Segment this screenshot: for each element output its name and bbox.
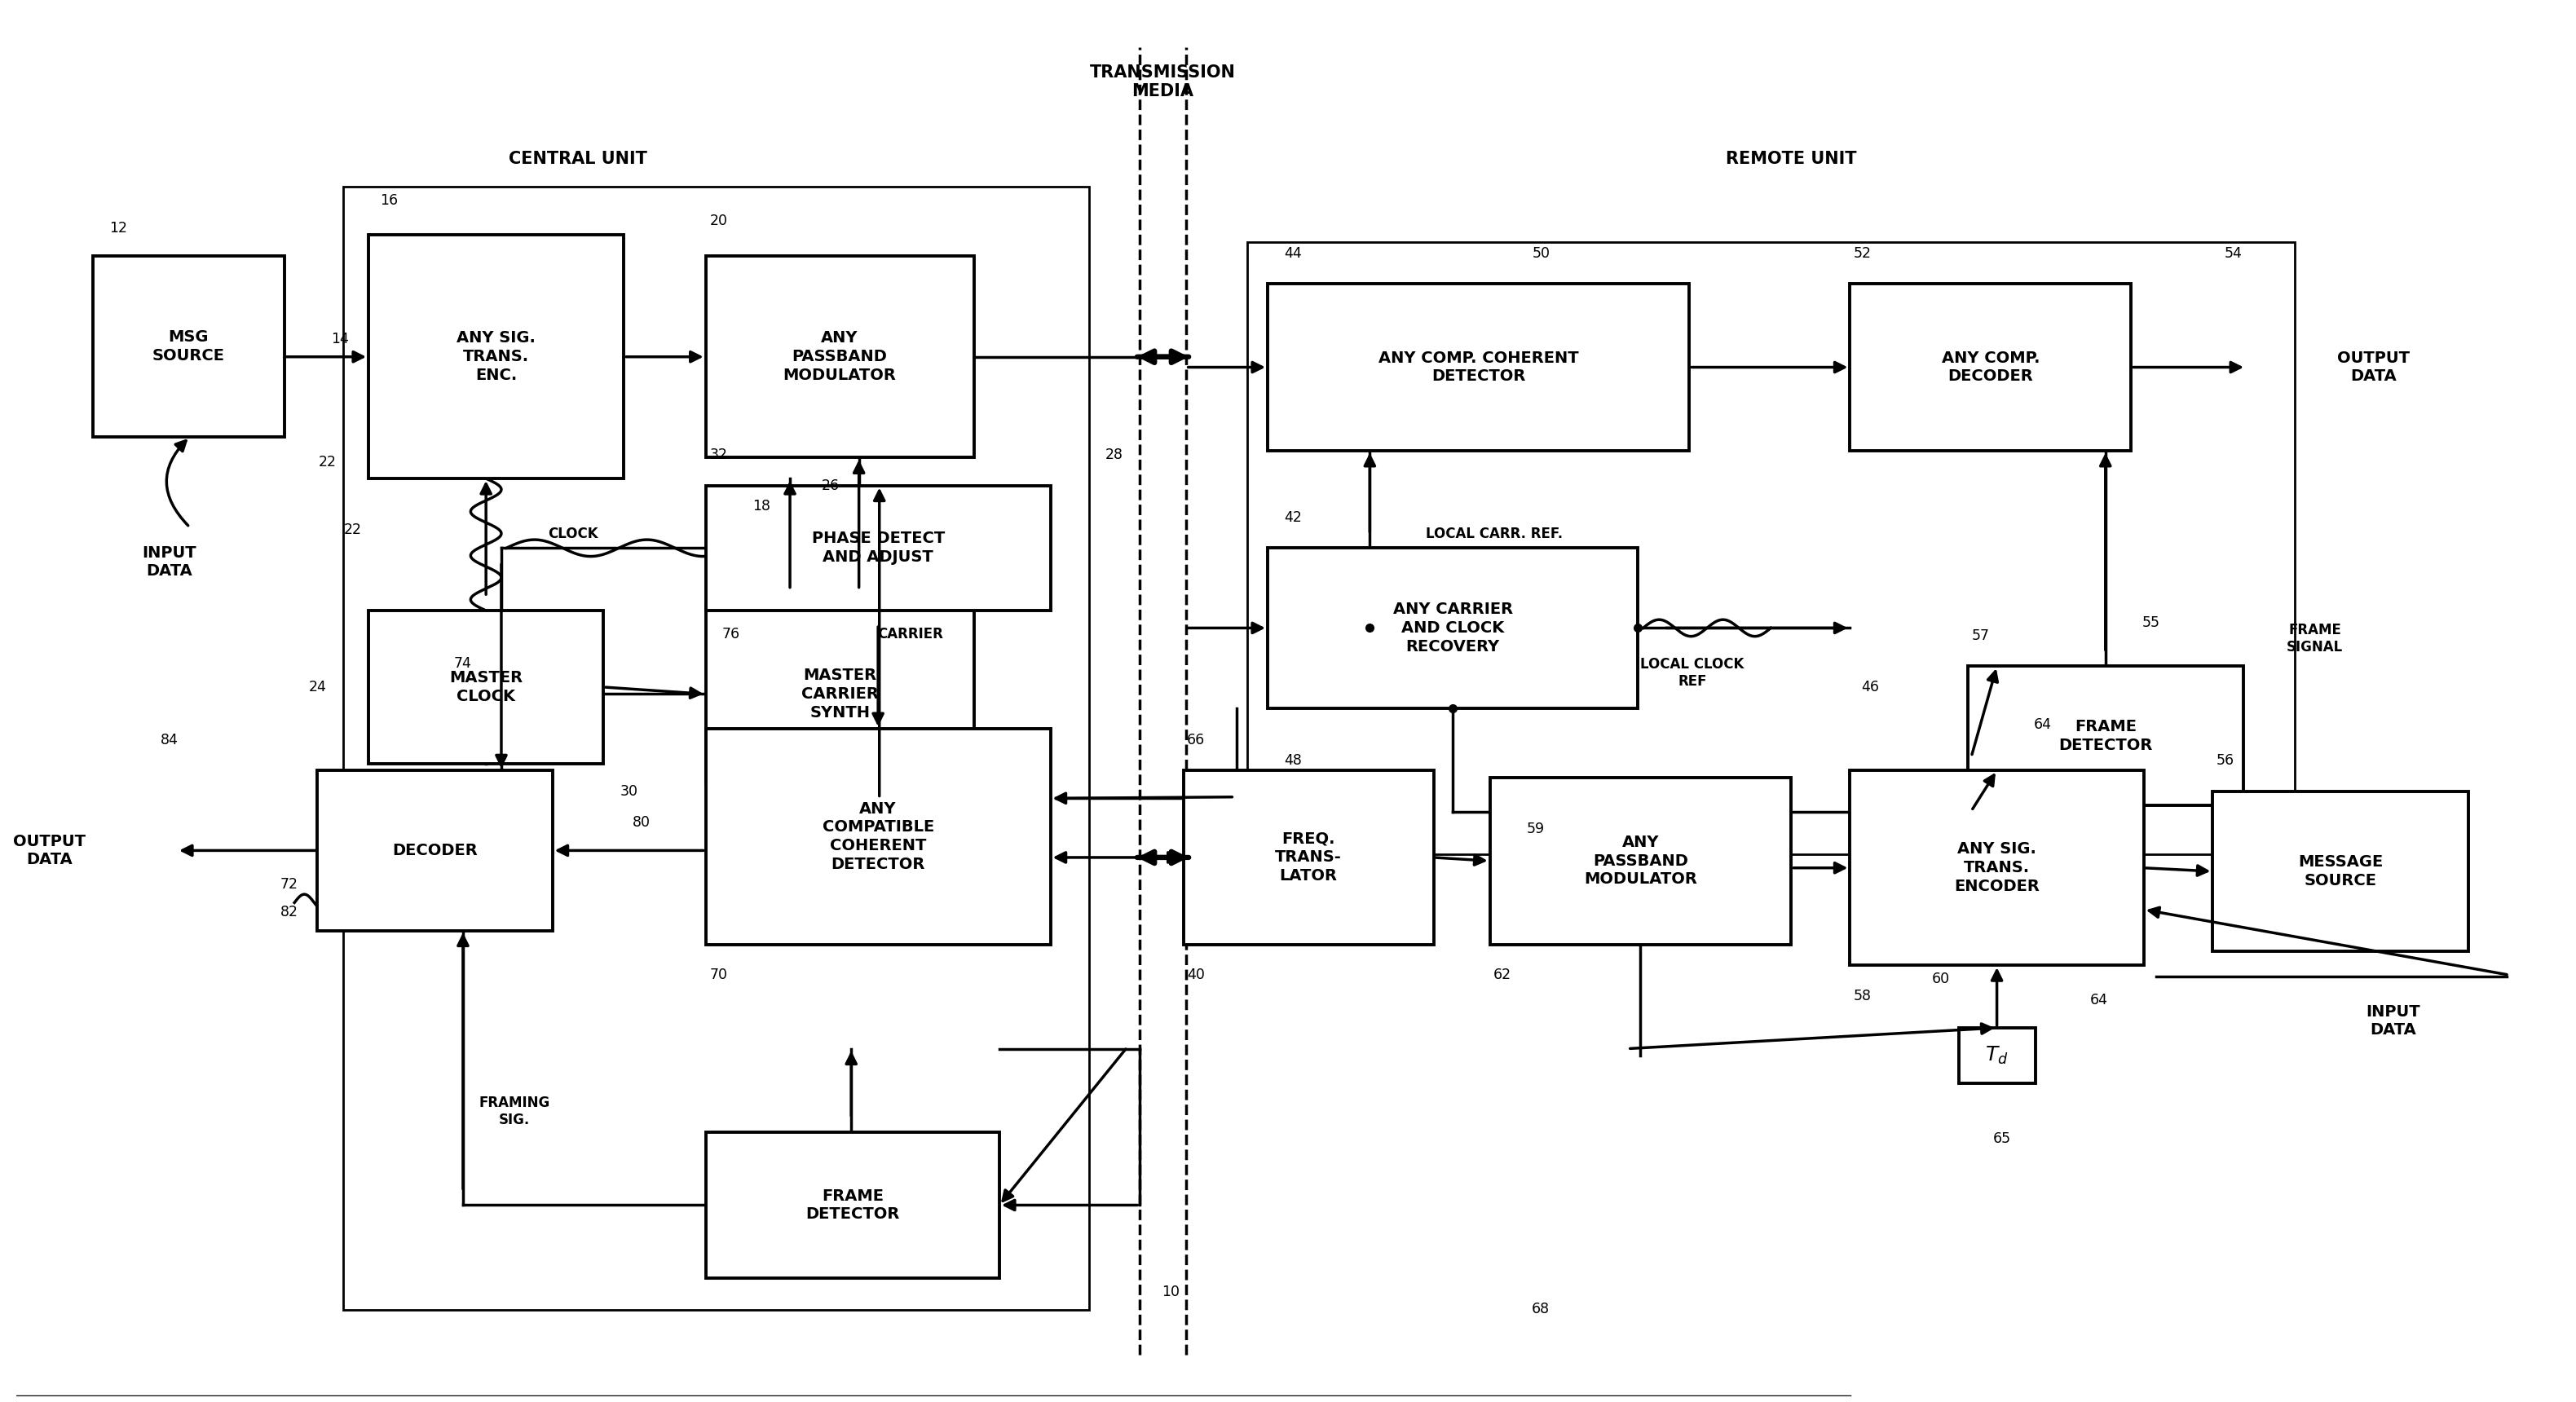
Text: ANY
PASSBAND
MODULATOR: ANY PASSBAND MODULATOR [783, 331, 896, 383]
Bar [706, 485, 1051, 611]
Text: 56: 56 [2215, 753, 2233, 768]
Text: 54: 54 [2223, 245, 2241, 261]
Text: 18: 18 [752, 499, 770, 513]
Text: 76: 76 [721, 627, 739, 642]
Bar [1850, 283, 2130, 450]
Text: MASTER
CARRIER
SYNTH: MASTER CARRIER SYNTH [801, 667, 878, 721]
Text: ANY COMP. COHERENT
DETECTOR: ANY COMP. COHERENT DETECTOR [1378, 350, 1579, 384]
Text: DECODER: DECODER [392, 843, 477, 858]
Text: FRAMING
SIG.: FRAMING SIG. [479, 1095, 549, 1127]
Text: 32: 32 [708, 447, 726, 463]
Text: MESSAGE
SOURCE: MESSAGE SOURCE [2298, 854, 2383, 889]
Text: MASTER
CLOCK: MASTER CLOCK [448, 670, 523, 704]
Bar [706, 729, 1051, 945]
Text: 26: 26 [822, 478, 840, 492]
Bar [1958, 1028, 2035, 1084]
Bar [706, 257, 974, 457]
Text: 52: 52 [1855, 245, 1873, 261]
Text: 30: 30 [621, 784, 639, 799]
Text: 46: 46 [1862, 680, 1880, 694]
Text: 40: 40 [1188, 967, 1206, 983]
Text: FRAME
DETECTOR: FRAME DETECTOR [806, 1187, 899, 1223]
Bar [706, 1131, 999, 1279]
Text: ANY COMP.
DECODER: ANY COMP. DECODER [1942, 350, 2040, 384]
Bar [368, 236, 623, 478]
Text: 60: 60 [1932, 972, 1950, 987]
Text: 14: 14 [332, 332, 350, 346]
Text: PHASE DETECT
AND ADJUST: PHASE DETECT AND ADJUST [811, 531, 945, 565]
Text: CARRIER: CARRIER [876, 627, 943, 642]
Text: 58: 58 [1855, 988, 1873, 1004]
Text: 84: 84 [160, 733, 178, 747]
Text: 22: 22 [319, 454, 337, 470]
Text: INPUT
DATA: INPUT DATA [142, 545, 196, 579]
Text: 82: 82 [281, 906, 299, 920]
Text: TRANSMISSION
MEDIA: TRANSMISSION MEDIA [1090, 64, 1236, 100]
Text: 50: 50 [1533, 245, 1551, 261]
Text: 72: 72 [281, 878, 299, 892]
Text: 16: 16 [379, 193, 397, 207]
Bar [1267, 283, 1690, 450]
Text: 24: 24 [309, 680, 327, 694]
Text: 62: 62 [1494, 967, 1512, 983]
Text: 10: 10 [1162, 1284, 1180, 1300]
Bar [706, 604, 974, 785]
Text: ANY SIG.
TRANS.
ENC.: ANY SIG. TRANS. ENC. [456, 331, 536, 383]
Text: ANY CARRIER
AND CLOCK
RECOVERY: ANY CARRIER AND CLOCK RECOVERY [1394, 601, 1512, 655]
Text: 74: 74 [453, 656, 471, 670]
Text: $T_d$: $T_d$ [1986, 1044, 2009, 1067]
Bar [2213, 791, 2468, 952]
Text: 22: 22 [345, 523, 363, 537]
Bar [1182, 771, 1435, 945]
Bar [1968, 666, 2244, 805]
Text: 68: 68 [1533, 1301, 1551, 1316]
Text: 44: 44 [1285, 245, 1301, 261]
Bar [343, 186, 1090, 1309]
Text: 12: 12 [108, 222, 126, 236]
Text: REMOTE UNIT: REMOTE UNIT [1726, 150, 1857, 167]
Text: FRAME
DETECTOR: FRAME DETECTOR [2058, 719, 2154, 753]
Text: OUTPUT
DATA: OUTPUT DATA [13, 834, 85, 868]
Text: 59: 59 [1528, 822, 1546, 836]
Text: ANY SIG.
TRANS.
ENCODER: ANY SIG. TRANS. ENCODER [1955, 841, 2040, 894]
Text: INPUT
DATA: INPUT DATA [2365, 1004, 2421, 1037]
Bar [1850, 771, 2143, 965]
Bar [1247, 243, 2295, 854]
Text: 64: 64 [2089, 993, 2107, 1007]
Bar [1267, 548, 1638, 708]
Text: 42: 42 [1285, 510, 1301, 524]
Bar [368, 611, 603, 764]
Text: 66: 66 [1188, 733, 1206, 747]
Text: CENTRAL UNIT: CENTRAL UNIT [507, 150, 647, 167]
Text: 70: 70 [708, 967, 726, 983]
Text: MSG
SOURCE: MSG SOURCE [152, 329, 224, 363]
Text: LOCAL CARR. REF.: LOCAL CARR. REF. [1427, 527, 1564, 541]
Text: 20: 20 [708, 215, 726, 229]
Text: 80: 80 [634, 816, 652, 830]
Text: 64: 64 [2035, 718, 2053, 732]
Text: OUTPUT
DATA: OUTPUT DATA [2336, 350, 2411, 384]
Text: LOCAL CLOCK
REF: LOCAL CLOCK REF [1641, 658, 1744, 688]
Text: 28: 28 [1105, 447, 1123, 463]
Bar [317, 771, 551, 931]
Text: ANY
COMPATIBLE
COHERENT
DETECTOR: ANY COMPATIBLE COHERENT DETECTOR [822, 801, 935, 872]
Text: 55: 55 [2143, 615, 2161, 631]
Text: FRAME
SIGNAL: FRAME SIGNAL [2287, 622, 2344, 655]
Text: FREQ.
TRANS-
LATOR: FREQ. TRANS- LATOR [1275, 831, 1342, 883]
Text: 48: 48 [1285, 753, 1301, 768]
Bar [1489, 778, 1790, 945]
Text: CLOCK: CLOCK [549, 527, 598, 541]
Text: ANY
PASSBAND
MODULATOR: ANY PASSBAND MODULATOR [1584, 834, 1698, 887]
Bar [93, 257, 283, 437]
Text: 65: 65 [1994, 1131, 2012, 1147]
Text: 57: 57 [1971, 628, 1989, 644]
